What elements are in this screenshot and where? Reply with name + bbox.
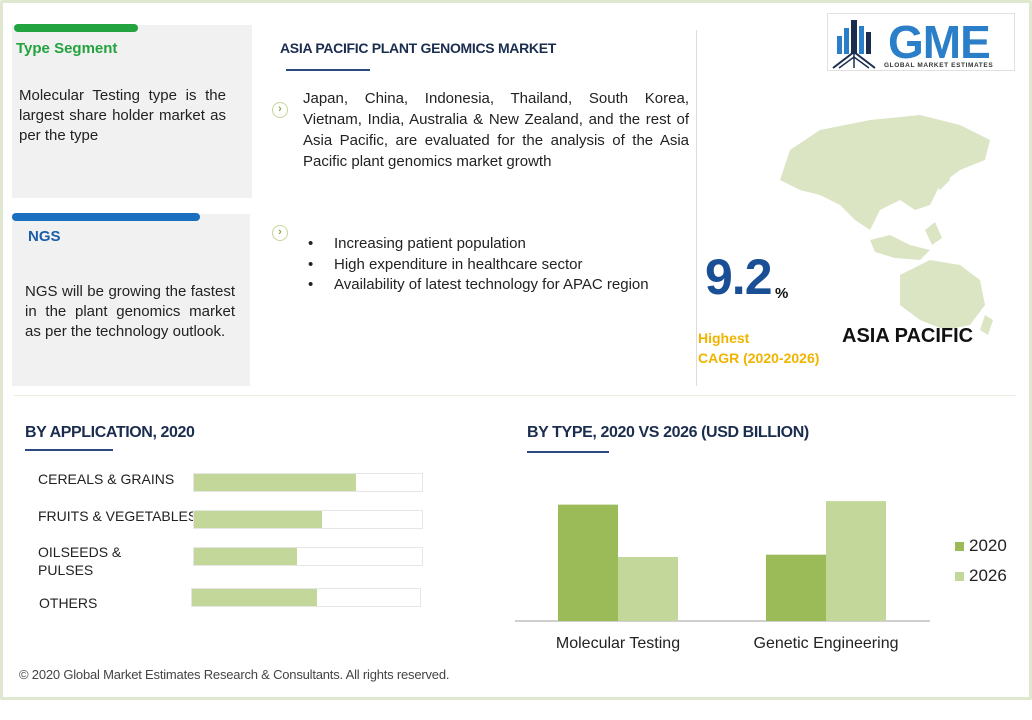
cagr-value: 9.2 bbox=[705, 249, 773, 305]
infographic-frame bbox=[0, 0, 1032, 700]
legend-swatch-2026 bbox=[955, 572, 964, 581]
bar-genetic-engineering-2020 bbox=[766, 554, 826, 621]
market-title-underline bbox=[286, 69, 370, 71]
cagr-unit: % bbox=[775, 285, 789, 302]
type-bar-chart: Molecular Testing Genetic Engineering bbox=[515, 501, 930, 652]
cagr-label-highest: Highest bbox=[698, 330, 750, 346]
chevron-right-icon: › bbox=[272, 102, 288, 118]
app-bar-cereals bbox=[194, 474, 356, 491]
legend-label-2026: 2026 bbox=[969, 566, 1007, 585]
bar-molecular-testing-2020 bbox=[558, 504, 618, 621]
type-chart-title: BY TYPE, 2020 VS 2026 (USD BILLION) bbox=[527, 424, 809, 441]
chevron-right-icon: › bbox=[272, 225, 288, 241]
type-chart-legend: 2020 2026 bbox=[955, 536, 1007, 596]
driver-item: High expenditure in healthcare sector bbox=[308, 255, 678, 276]
legend-item-2020: 2020 bbox=[955, 536, 1007, 566]
app-bar-track bbox=[193, 547, 423, 566]
type-title-underline bbox=[527, 451, 609, 453]
type-segment-title: Type Segment bbox=[16, 40, 118, 57]
x-tick-label: Molecular Testing bbox=[556, 635, 680, 652]
building-chart-icon bbox=[832, 20, 876, 69]
horizontal-divider bbox=[14, 395, 1016, 396]
ngs-text: NGS will be growing the fastest in the p… bbox=[25, 283, 235, 340]
app-bar-fruits bbox=[194, 511, 322, 528]
market-title: ASIA PACIFIC PLANT GENOMICS MARKET bbox=[280, 40, 557, 56]
application-chart-title: BY APPLICATION, 2020 bbox=[25, 424, 195, 441]
ngs-card bbox=[12, 214, 250, 386]
app-label-cereals: CEREALS & GRAINS bbox=[38, 471, 175, 487]
type-segment-accent-bar bbox=[14, 24, 138, 32]
x-tick-label: Genetic Engineering bbox=[754, 635, 899, 652]
app-label-pulses: PULSES bbox=[38, 562, 94, 578]
app-bar-track bbox=[193, 473, 423, 492]
cagr-label-period: CAGR (2020-2026) bbox=[698, 350, 820, 366]
application-title-underline bbox=[25, 449, 113, 451]
app-bar-track bbox=[193, 510, 423, 529]
driver-item: Availability of latest technology for AP… bbox=[308, 275, 678, 296]
app-bar-track bbox=[191, 588, 421, 607]
legend-label-2020: 2020 bbox=[969, 536, 1007, 555]
driver-item: Increasing patient population bbox=[308, 234, 678, 255]
asia-pacific-map bbox=[780, 115, 993, 335]
bar-molecular-testing-2026 bbox=[618, 557, 678, 621]
type-segment-text: Molecular Testing type is the largest sh… bbox=[19, 87, 226, 144]
logo-wordmark: GME bbox=[888, 16, 991, 68]
region-label: ASIA PACIFIC bbox=[842, 325, 974, 347]
market-description: Japan, China, Indonesia, Thailand, South… bbox=[303, 90, 689, 170]
ngs-accent-bar bbox=[12, 213, 200, 221]
logo-subtitle: GLOBAL MARKET ESTIMATES bbox=[884, 62, 994, 69]
gme-logo: GME GLOBAL MARKET ESTIMATES bbox=[827, 13, 1015, 71]
market-drivers-list: Increasing patient population High expen… bbox=[308, 234, 678, 296]
type-segment-card bbox=[12, 25, 252, 198]
ngs-title: NGS bbox=[28, 228, 61, 245]
copyright-footer: © 2020 Global Market Estimates Research … bbox=[19, 667, 450, 682]
vertical-divider bbox=[696, 30, 697, 386]
app-label-fruits: FRUITS & VEGETABLES bbox=[38, 508, 198, 524]
app-bar-others bbox=[192, 589, 318, 606]
app-label-oilseeds: OILSEEDS & bbox=[38, 544, 122, 560]
app-label-others: OTHERS bbox=[39, 595, 98, 611]
app-bar-oilseeds bbox=[194, 548, 297, 565]
legend-swatch-2020 bbox=[955, 542, 964, 551]
bar-genetic-engineering-2026 bbox=[826, 501, 886, 621]
legend-item-2026: 2026 bbox=[955, 566, 1007, 596]
